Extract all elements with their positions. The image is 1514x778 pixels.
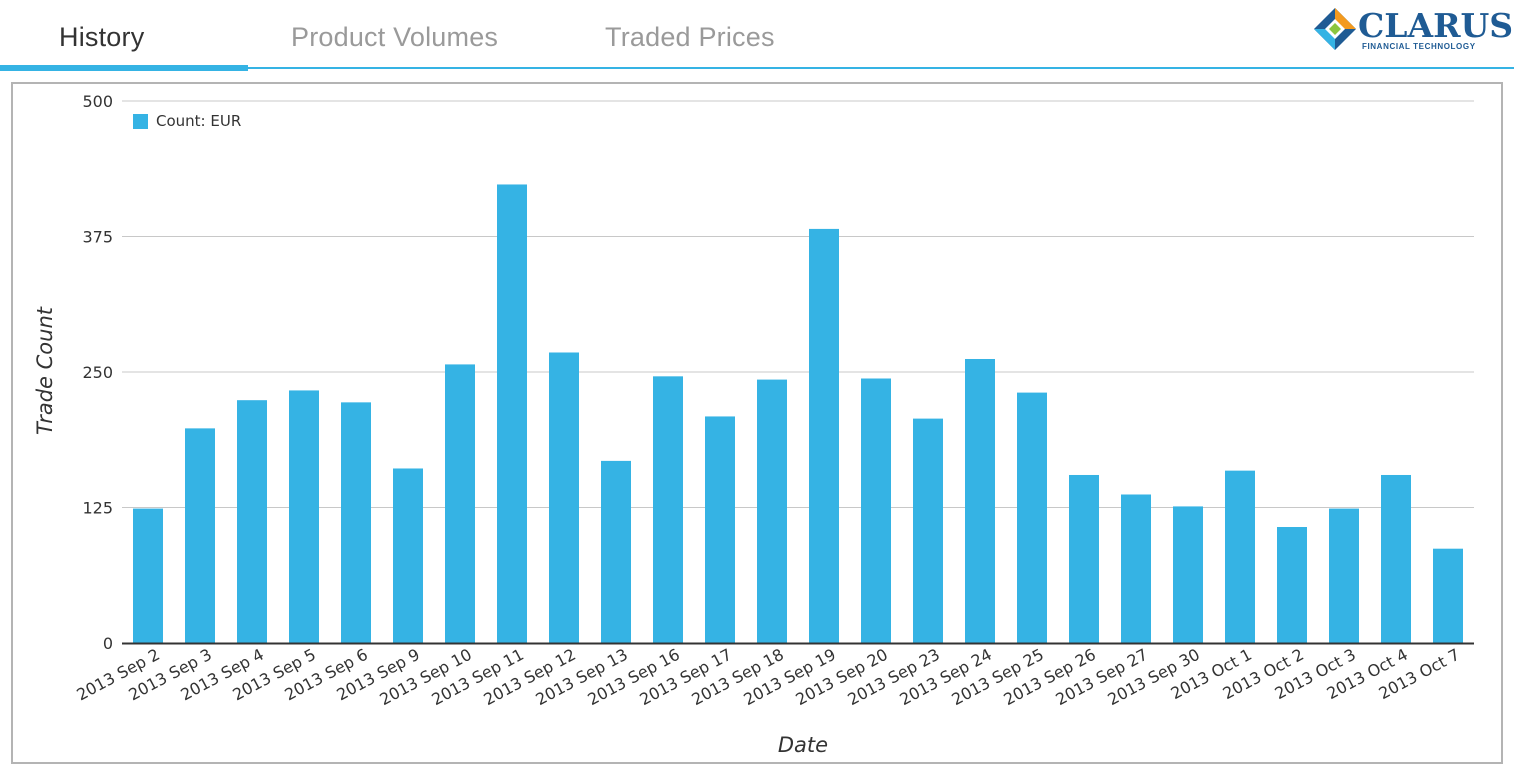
bar[interactable]: [237, 400, 267, 643]
bar[interactable]: [913, 418, 943, 643]
tab-product-volumes[interactable]: Product Volumes: [291, 22, 499, 52]
bar[interactable]: [757, 379, 787, 643]
bar[interactable]: [1381, 474, 1411, 643]
tab-history[interactable]: History: [59, 22, 145, 52]
bar[interactable]: [1277, 527, 1307, 643]
bar[interactable]: [1225, 470, 1255, 643]
bar[interactable]: [705, 416, 735, 643]
bar[interactable]: [601, 460, 631, 643]
bars: [133, 184, 1463, 644]
clarus-logo: CLARUS FINANCIAL TECHNOLOGY: [1310, 6, 1513, 54]
bar[interactable]: [653, 376, 683, 643]
logo-wordmark: CLARUS: [1358, 6, 1514, 45]
bar[interactable]: [965, 358, 995, 643]
y-axis-label: Trade Count: [33, 306, 57, 435]
bar[interactable]: [1017, 392, 1047, 643]
bar[interactable]: [549, 352, 579, 643]
bar[interactable]: [341, 402, 371, 643]
gridlines: [122, 100, 1474, 508]
x-axis-label: Date: [778, 733, 828, 757]
tab-underline: [0, 67, 1514, 69]
y-tick-label: 0: [103, 634, 113, 653]
bar[interactable]: [133, 508, 163, 643]
y-tick-label: 500: [82, 92, 113, 111]
tab-traded-prices[interactable]: Traded Prices: [605, 22, 775, 52]
bar[interactable]: [497, 184, 527, 643]
bar[interactable]: [1121, 494, 1151, 643]
y-axis-ticks: 0 125 250 375 500: [82, 92, 113, 653]
bar[interactable]: [1329, 508, 1359, 643]
bar[interactable]: [861, 378, 891, 643]
chart-legend[interactable]: Count: EUR: [133, 112, 241, 130]
legend-swatch: [133, 113, 148, 129]
y-tick-label: 375: [82, 228, 113, 247]
bar[interactable]: [1433, 548, 1463, 643]
legend-label: Count: EUR: [156, 112, 242, 130]
logo-tagline: FINANCIAL TECHNOLOGY: [1362, 42, 1476, 51]
bar[interactable]: [185, 428, 215, 643]
y-tick-label: 125: [82, 499, 113, 518]
bar[interactable]: [1173, 506, 1203, 643]
clarus-diamond-icon: [1314, 8, 1356, 50]
tab-bar: History Product Volumes Traded Prices: [0, 0, 1514, 72]
bar[interactable]: [445, 364, 475, 643]
active-tab-indicator: [0, 65, 248, 71]
bar[interactable]: [393, 468, 423, 643]
bar[interactable]: [289, 390, 319, 643]
bar[interactable]: [809, 228, 839, 644]
chart-frame: [11, 82, 1503, 764]
y-tick-label: 250: [82, 363, 113, 382]
bar[interactable]: [1069, 474, 1099, 643]
